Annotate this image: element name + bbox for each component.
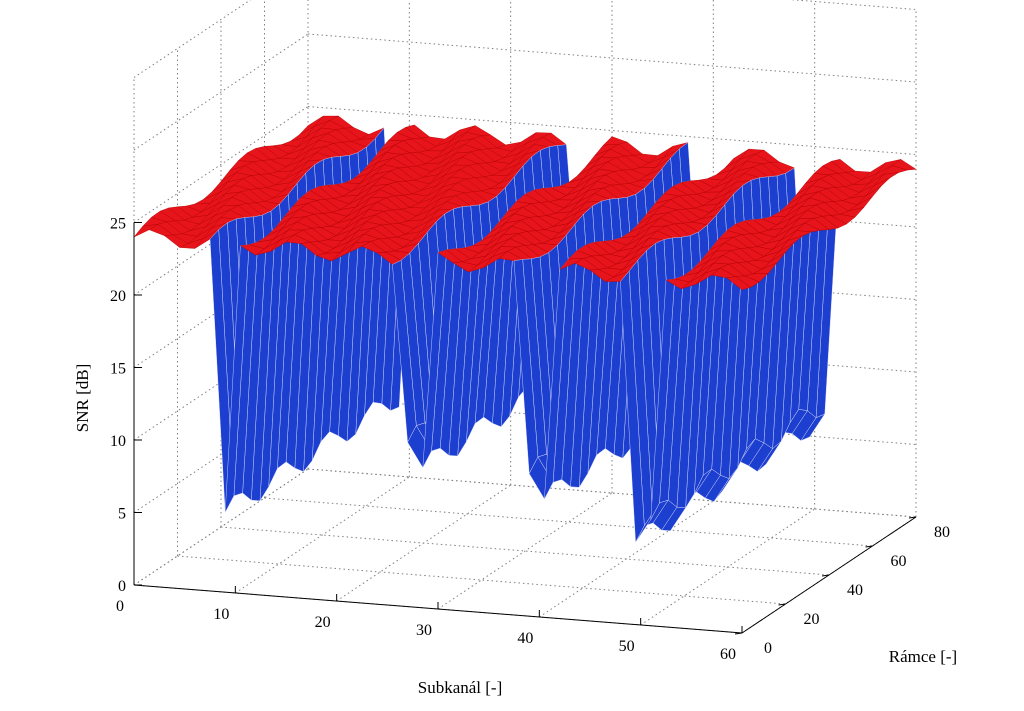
grid-line [133,0,252,78]
z-tick-label: 10 [110,433,126,450]
x-tick-label: 50 [619,638,635,655]
surface-patch [726,276,752,291]
y-tick-label: 80 [934,524,950,541]
grid-line [264,497,873,547]
y-tick-label: 60 [891,553,907,570]
z-tick-label: 0 [118,578,126,595]
x-tick-label: 60 [720,646,736,663]
grid-line [235,476,410,594]
x-tick-label: 20 [315,614,331,631]
grid-line [307,33,917,83]
x-tick-label: 10 [213,606,229,623]
z-tick-label: 20 [110,288,126,305]
y-axis-label: Rámce [-] [889,647,957,666]
x-tick-label: 40 [517,630,533,647]
x-tick-label: 30 [416,622,432,639]
z-tick-label: 5 [118,506,126,523]
y-tick-label: 20 [804,611,820,628]
z-axis-label: SNR [dB] [73,364,92,432]
y-tick-label: 40 [847,582,863,599]
y-tick-label: 0 [764,640,772,657]
y-tick [778,603,786,606]
grid-line [539,500,714,618]
y-tick [908,516,917,519]
x-tick-label: 0 [116,598,124,615]
axes [133,222,917,635]
surface-plot [133,115,917,544]
grid-line [133,33,309,151]
grid-line [177,555,786,605]
x-axis-label: Subkanál [-] [418,678,503,697]
z-tick-label: 25 [110,216,126,233]
grid-line [640,508,815,626]
z-tick-label: 15 [110,361,126,378]
grid-line [437,492,613,610]
y-tick [821,574,830,577]
grid-line [133,106,309,223]
y-tick [865,545,873,548]
y-tick [734,632,743,635]
tick-labels: 0 10 20 30 40 50 60 0 20 40 60 80 0 5 10 15 20 25 [110,216,950,664]
